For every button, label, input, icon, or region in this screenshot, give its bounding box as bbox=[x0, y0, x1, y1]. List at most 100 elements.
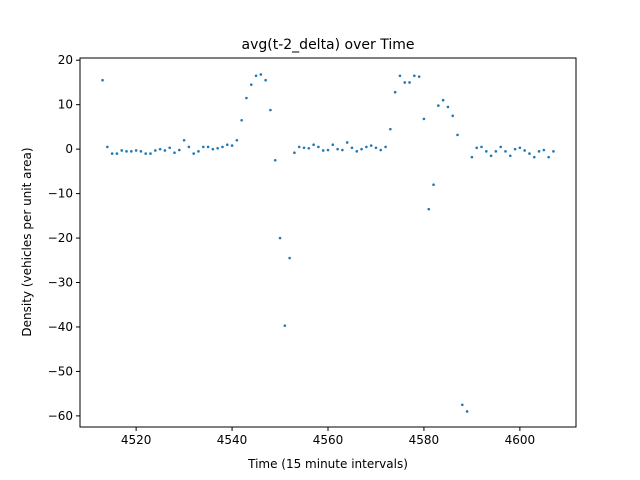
data-point bbox=[537, 150, 541, 153]
data-point bbox=[110, 152, 114, 155]
y-tick-label: 20 bbox=[58, 53, 73, 67]
data-point bbox=[499, 145, 502, 149]
data-point bbox=[115, 152, 119, 155]
x-tick-label: 4560 bbox=[313, 433, 344, 447]
data-point bbox=[451, 114, 455, 118]
data-point bbox=[489, 154, 493, 158]
data-point bbox=[437, 104, 440, 107]
data-point bbox=[350, 146, 354, 150]
data-point bbox=[403, 81, 407, 84]
data-point bbox=[216, 146, 219, 150]
x-tick-label: 4600 bbox=[505, 433, 536, 447]
data-point bbox=[513, 147, 517, 151]
data-point bbox=[312, 143, 315, 146]
data-point bbox=[485, 150, 488, 153]
data-point bbox=[369, 144, 373, 147]
data-point bbox=[264, 78, 267, 82]
data-point bbox=[158, 147, 162, 151]
y-tick-label: −20 bbox=[48, 231, 73, 245]
data-point bbox=[518, 146, 522, 150]
data-point bbox=[532, 155, 536, 159]
data-point bbox=[197, 150, 200, 153]
data-point bbox=[504, 150, 507, 153]
data-point bbox=[336, 147, 339, 151]
y-axis-label: Density (vehicles per unit area) bbox=[20, 147, 34, 336]
data-point bbox=[456, 133, 459, 137]
data-point bbox=[106, 145, 109, 149]
data-point bbox=[245, 96, 248, 100]
x-tick-label: 4520 bbox=[121, 433, 152, 447]
data-point bbox=[389, 127, 392, 131]
data-point bbox=[422, 117, 426, 121]
y-tick-label: −30 bbox=[48, 276, 73, 290]
data-points bbox=[101, 73, 555, 413]
data-point bbox=[221, 145, 224, 149]
chart-title: avg(t-2_delta) over Time bbox=[242, 37, 415, 53]
data-point bbox=[283, 324, 287, 327]
data-point bbox=[288, 256, 291, 260]
data-point bbox=[269, 108, 272, 112]
data-point bbox=[130, 150, 133, 153]
data-point bbox=[240, 118, 243, 122]
data-point bbox=[441, 98, 445, 102]
data-point bbox=[187, 145, 191, 149]
data-point bbox=[259, 73, 263, 76]
data-point bbox=[168, 146, 171, 150]
data-point bbox=[552, 150, 555, 153]
data-point bbox=[465, 410, 469, 413]
data-point bbox=[192, 152, 195, 155]
data-point bbox=[432, 183, 435, 186]
data-point bbox=[173, 151, 176, 154]
data-point bbox=[379, 148, 383, 152]
x-tick-label: 4580 bbox=[409, 433, 440, 447]
data-point bbox=[345, 141, 349, 144]
data-point bbox=[408, 81, 411, 84]
data-point bbox=[360, 147, 363, 151]
data-point bbox=[374, 146, 378, 150]
data-point bbox=[547, 155, 550, 159]
data-point bbox=[149, 152, 152, 155]
data-point bbox=[125, 150, 128, 153]
data-point bbox=[542, 148, 546, 152]
data-point bbox=[384, 145, 387, 149]
data-point bbox=[355, 150, 359, 153]
data-point bbox=[398, 74, 402, 78]
data-point bbox=[302, 146, 306, 150]
data-point bbox=[154, 149, 157, 152]
y-tick-label: −50 bbox=[48, 364, 73, 378]
data-point bbox=[297, 145, 301, 149]
data-point bbox=[139, 150, 143, 153]
y-axis-ticks: 20 10 0 −10 −20 −30 −40 −50 −60 bbox=[48, 53, 80, 423]
data-point bbox=[508, 154, 512, 158]
data-point bbox=[317, 145, 320, 149]
data-point bbox=[413, 74, 416, 78]
y-tick-label: −40 bbox=[48, 320, 73, 334]
data-point bbox=[206, 145, 210, 149]
x-axis-label: Time (15 minute intervals) bbox=[247, 457, 408, 471]
data-point bbox=[293, 151, 296, 154]
y-tick-label: −60 bbox=[48, 409, 73, 423]
x-axis-ticks: 4520 4540 4560 4580 4600 bbox=[121, 427, 535, 447]
data-point bbox=[326, 148, 330, 152]
data-point bbox=[331, 143, 335, 146]
y-tick-label: 0 bbox=[65, 142, 73, 156]
data-point bbox=[144, 152, 148, 155]
data-point bbox=[341, 148, 344, 152]
data-point bbox=[427, 207, 431, 211]
data-point bbox=[446, 105, 450, 109]
x-tick-label: 4540 bbox=[217, 433, 248, 447]
data-point bbox=[417, 75, 421, 78]
data-point bbox=[225, 143, 229, 146]
data-point bbox=[235, 138, 239, 142]
data-point bbox=[523, 149, 526, 152]
data-point bbox=[528, 152, 531, 155]
data-point bbox=[101, 78, 104, 82]
plot-frame bbox=[79, 57, 577, 428]
y-tick-label: 10 bbox=[58, 98, 73, 112]
data-point bbox=[178, 148, 181, 152]
data-point bbox=[134, 149, 138, 152]
data-point bbox=[461, 403, 464, 407]
data-point bbox=[278, 236, 282, 240]
